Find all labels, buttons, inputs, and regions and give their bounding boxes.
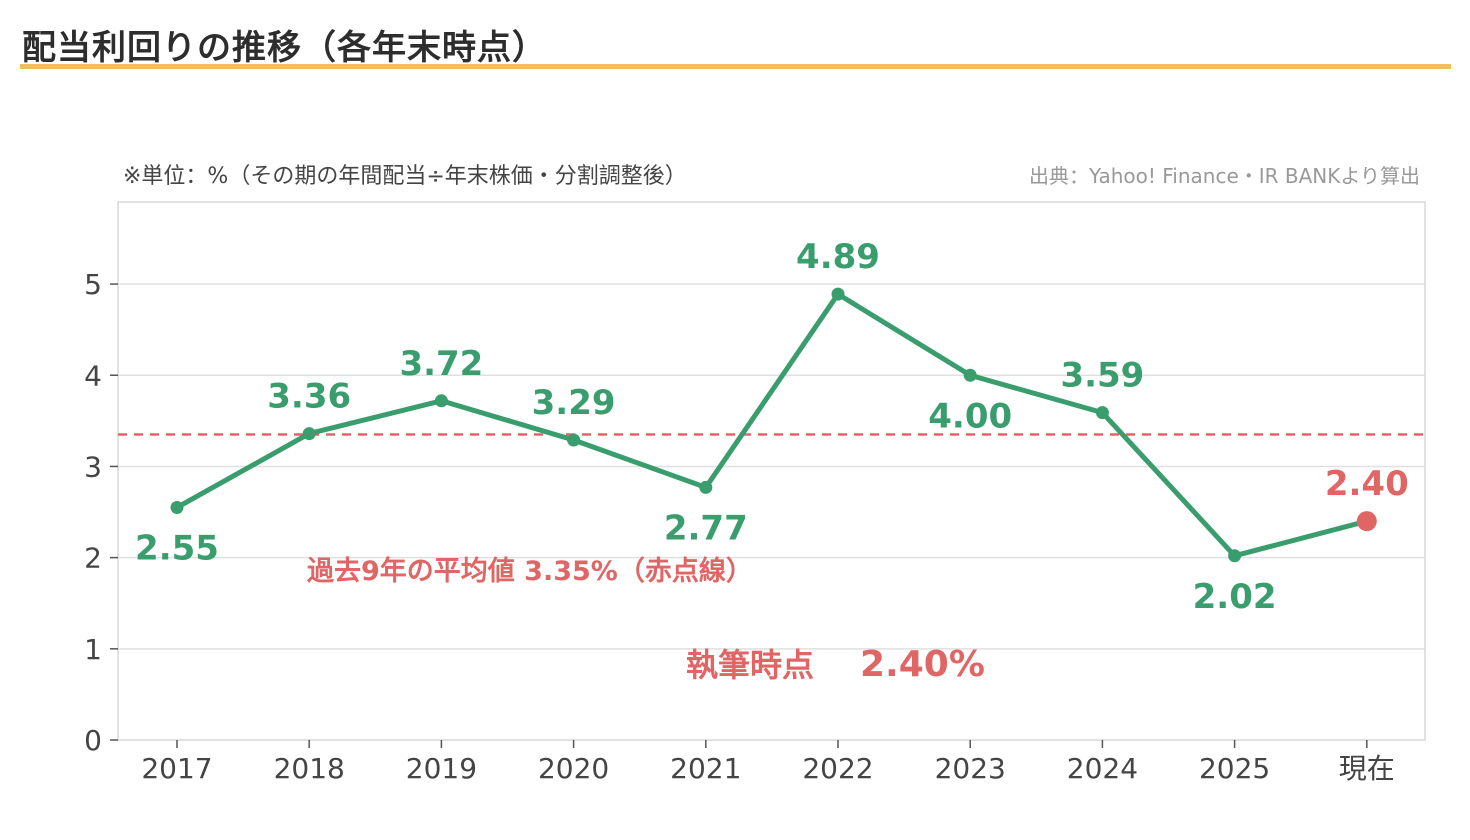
data-point [170,500,184,514]
x-tick-label: 2018 [274,752,345,785]
data-point [831,287,845,301]
data-label: 4.00 [928,396,1012,436]
x-tick-label: 現在 [1339,752,1395,785]
data-label: 4.89 [796,237,880,277]
series-line [170,287,1377,563]
current-annotation-prefix: 執筆時点 [686,646,814,684]
data-label: 2.77 [664,508,748,548]
x-tick-label: 2017 [141,752,212,785]
current-value-label: 2.40 [1325,464,1409,504]
data-label: 2.55 [135,528,219,568]
plot-frame [117,201,1426,741]
data-label: 2.02 [1193,577,1277,617]
data-point [567,433,581,447]
x-tick-label: 2019 [406,752,477,785]
data-label: 3.72 [399,344,483,384]
y-tick-label: 5 [84,268,102,301]
page-title: 配当利回りの推移（各年末時点） [22,28,547,68]
current-annotation-value: 2.40% [860,644,985,685]
grid-lines [118,283,1425,650]
y-tick-label: 2 [84,542,102,575]
data-point [1228,549,1242,563]
data-point [699,480,713,494]
source-note: 出典：Yahoo! Finance・IR BANKより算出 [1029,164,1420,188]
current-point [1356,511,1377,532]
x-tick-label: 2024 [1067,752,1138,785]
x-tick-label: 2023 [935,752,1006,785]
axes: 0 1 2 3 4 5 2017 2018 2019 2020 2021 2022 2023 2024 20… [84,268,1395,785]
y-tick-label: 4 [84,359,102,392]
data-point [434,394,448,408]
x-tick-label: 2022 [802,752,873,785]
yield-line [174,291,1370,559]
title-underline [20,64,1451,69]
y-tick-label: 1 [84,633,102,666]
x-tick-label: 2020 [538,752,609,785]
data-point [302,427,316,441]
data-labels: 2.55 3.36 3.72 3.29 2.77 4.89 4.00 3.59 2.02 2.40 [135,237,1409,617]
data-label: 3.59 [1060,356,1144,396]
data-point [1095,406,1109,420]
x-tick-label: 2021 [670,752,741,785]
data-label: 3.36 [267,377,351,417]
x-tick-label: 2025 [1199,752,1270,785]
y-tick-label: 3 [84,450,102,483]
data-label: 3.29 [532,383,616,423]
unit-note: ※単位：%（その期の年間配当÷年末株価・分割調整後） [123,164,687,189]
average-annotation: 過去9年の平均値 3.35%（赤点線） [307,555,753,587]
data-point [963,368,977,382]
y-tick-label: 0 [84,724,102,757]
